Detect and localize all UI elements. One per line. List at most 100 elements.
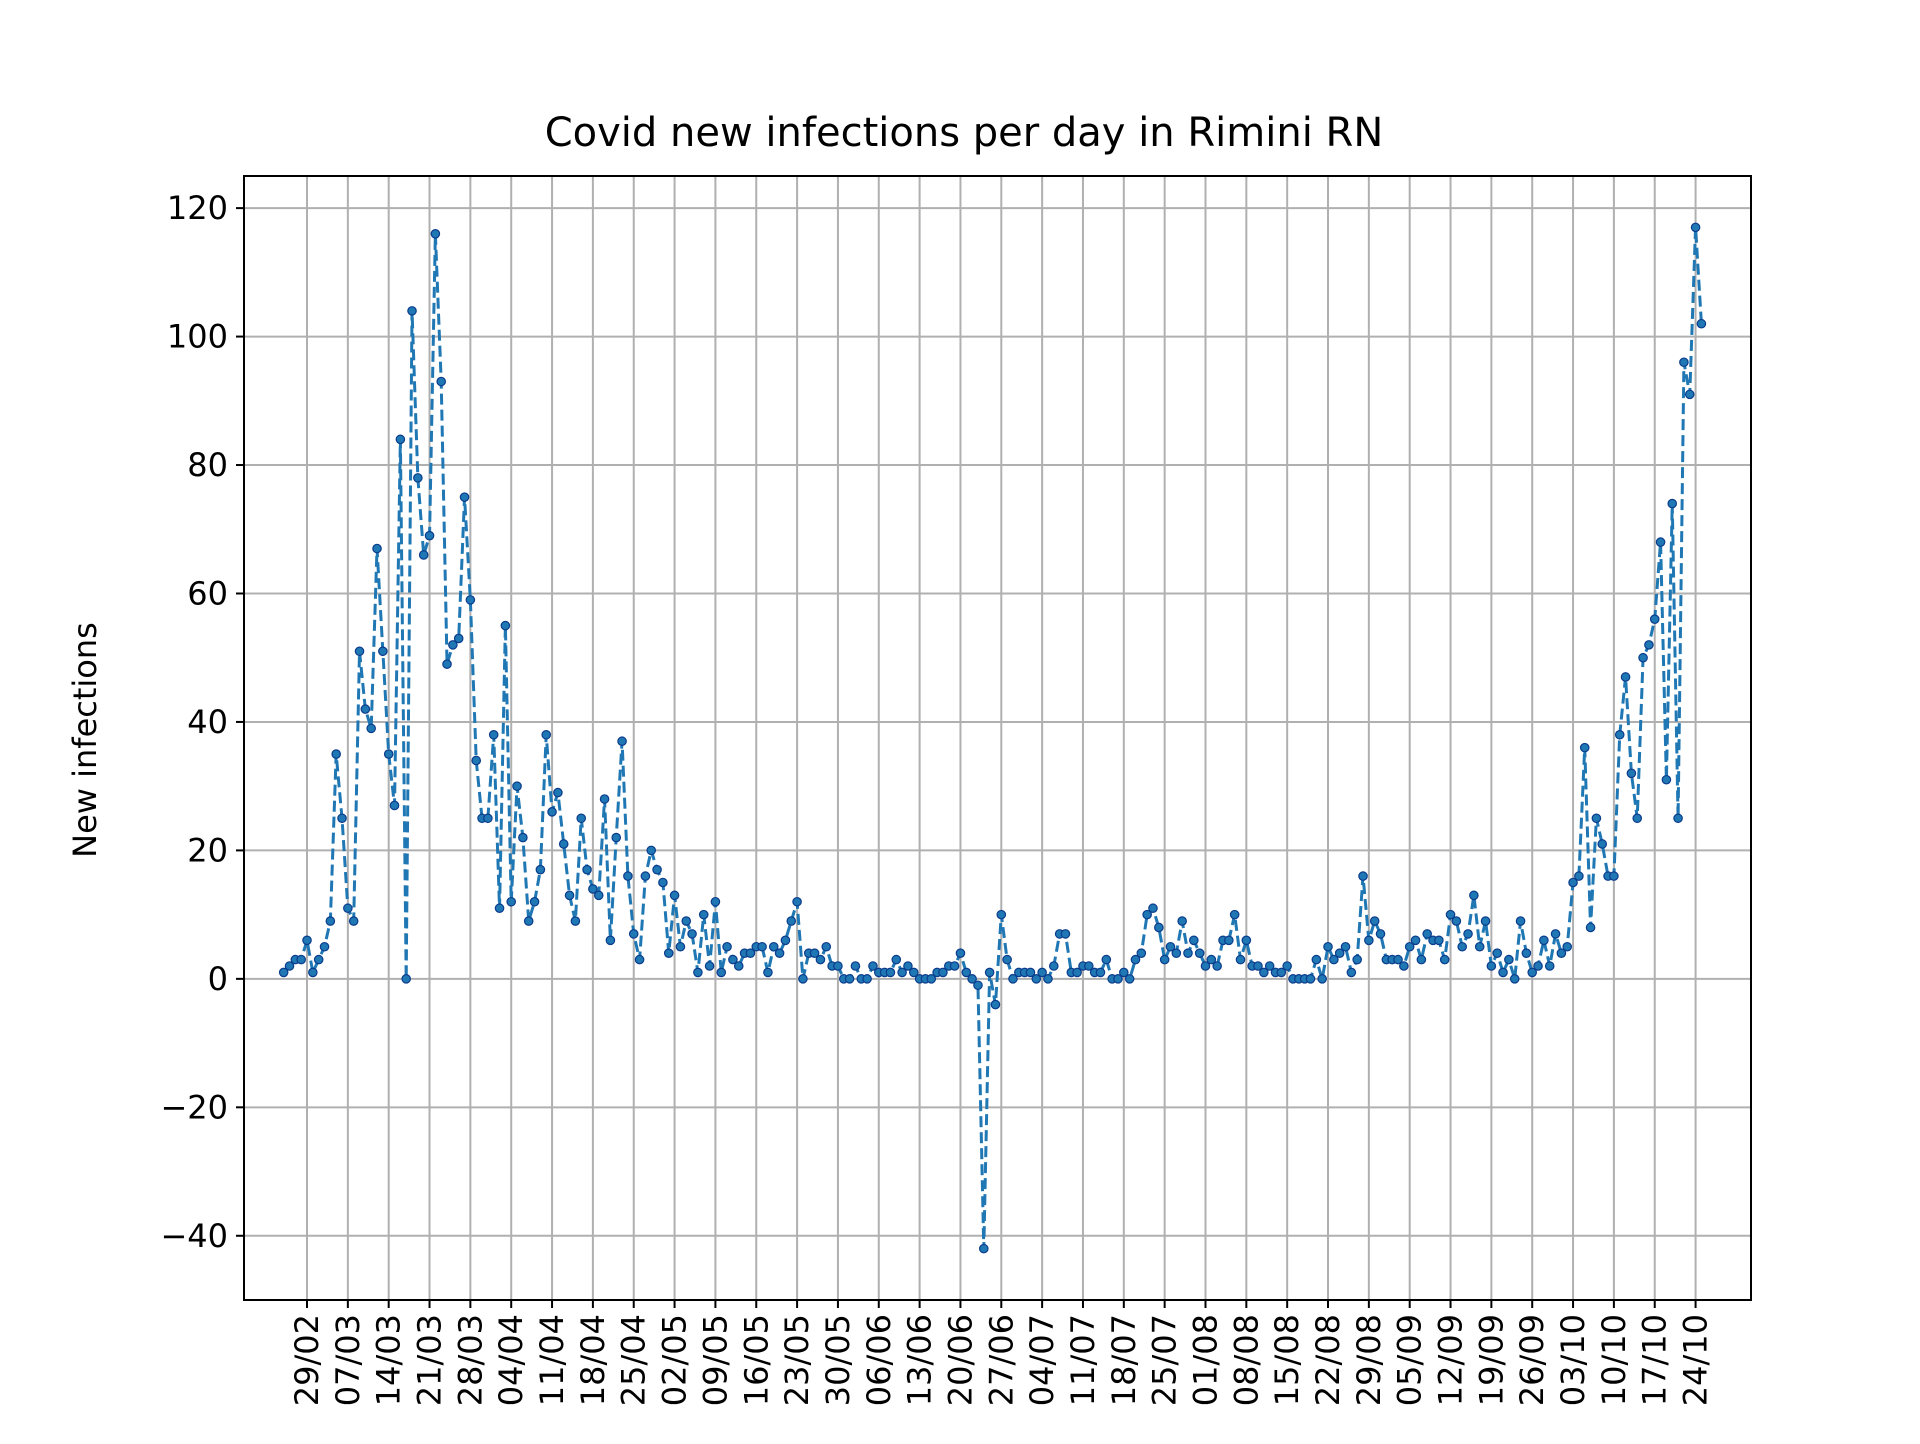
data-point xyxy=(640,871,651,881)
data-point xyxy=(611,832,622,843)
data-point xyxy=(1375,929,1386,939)
data-point xyxy=(1101,954,1112,965)
data-point xyxy=(1509,974,1520,984)
data-point xyxy=(383,749,394,759)
x-tick-label: 02/05 xyxy=(656,1314,694,1406)
data-point xyxy=(529,896,540,907)
data-point xyxy=(1031,974,1042,984)
data-point xyxy=(1690,222,1701,233)
data-point xyxy=(693,967,703,978)
data-point xyxy=(780,935,791,946)
data-point xyxy=(547,807,557,817)
data-point xyxy=(1649,614,1660,624)
data-point xyxy=(389,800,400,811)
data-point xyxy=(1229,909,1240,920)
y-tick-label: 60 xyxy=(187,574,228,612)
data-point xyxy=(768,941,779,952)
data-point xyxy=(1037,967,1047,978)
x-tick-label: 20/06 xyxy=(941,1314,979,1406)
data-point xyxy=(553,787,563,798)
data-point xyxy=(1445,909,1456,920)
data-point xyxy=(1539,935,1549,946)
chart-title: Covid new infections per day in Rimini R… xyxy=(545,110,1384,156)
data-point xyxy=(436,376,446,387)
data-point xyxy=(722,941,732,952)
data-point xyxy=(1002,954,1012,965)
data-point xyxy=(1171,948,1182,958)
y-axis: −40 −20 0 20 40 60 80 100 120 xyxy=(160,189,244,1255)
data-point xyxy=(1521,948,1532,958)
data-point xyxy=(1579,742,1590,753)
data-point xyxy=(494,903,505,914)
data-point xyxy=(541,729,552,740)
data-point xyxy=(652,864,662,875)
data-point xyxy=(1626,768,1637,779)
data-point xyxy=(588,884,598,894)
data-point xyxy=(1369,916,1380,926)
data-point xyxy=(658,877,668,888)
data-point xyxy=(903,961,913,971)
y-tick-label: 40 xyxy=(187,703,228,741)
data-point xyxy=(448,640,458,650)
data-point xyxy=(1696,318,1707,329)
x-tick-label: 10/10 xyxy=(1595,1314,1633,1406)
data-point xyxy=(1212,961,1222,971)
data-point xyxy=(763,967,773,978)
data-point xyxy=(1136,948,1147,958)
data-point xyxy=(488,729,499,740)
x-tick-label: 25/04 xyxy=(615,1314,653,1406)
x-tick-label: 19/09 xyxy=(1472,1314,1510,1406)
data-point xyxy=(786,916,797,926)
x-tick-label: 04/04 xyxy=(492,1314,530,1406)
data-point xyxy=(844,974,855,984)
data-point xyxy=(1154,922,1164,933)
data-point xyxy=(1177,916,1187,926)
data-point xyxy=(1591,813,1602,824)
data-point xyxy=(523,916,534,926)
data-point xyxy=(599,794,610,804)
y-tick-label: 20 xyxy=(187,831,228,869)
x-tick-label: 01/08 xyxy=(1186,1314,1224,1406)
data-point xyxy=(634,954,645,965)
data-point xyxy=(430,229,441,239)
data-point xyxy=(1556,948,1567,958)
data-point xyxy=(798,974,808,984)
data-point xyxy=(1614,729,1625,740)
data-point xyxy=(1661,774,1672,785)
data-point xyxy=(1434,935,1444,946)
data-point xyxy=(1655,537,1666,547)
data-point xyxy=(1148,903,1158,914)
data-point xyxy=(1632,813,1643,824)
data-point xyxy=(1544,961,1555,971)
x-tick-label: 22/08 xyxy=(1309,1314,1347,1406)
data-point xyxy=(424,530,435,541)
data-point xyxy=(698,909,709,920)
data-point xyxy=(623,871,633,881)
data-point xyxy=(558,839,569,849)
data-point xyxy=(378,646,388,657)
data-point xyxy=(990,999,1001,1010)
data-point xyxy=(354,646,365,657)
data-point xyxy=(1095,967,1106,978)
data-point xyxy=(343,903,353,914)
data-point xyxy=(1416,954,1427,965)
data-point xyxy=(1194,948,1205,958)
data-point xyxy=(1259,967,1269,978)
data-point xyxy=(1276,967,1287,978)
y-tick-label: 80 xyxy=(187,446,228,484)
data-point xyxy=(465,595,476,605)
data-point xyxy=(646,845,657,856)
data-point xyxy=(331,749,341,759)
data-point xyxy=(1241,935,1252,946)
data-point xyxy=(1183,948,1193,958)
plot-frame xyxy=(243,175,1752,1301)
data-point xyxy=(459,492,470,502)
x-tick-label: 18/04 xyxy=(574,1314,612,1406)
data-point xyxy=(1480,916,1491,926)
data-point xyxy=(1492,948,1503,958)
x-tick-label: 18/07 xyxy=(1105,1314,1143,1406)
x-tick-label: 24/10 xyxy=(1677,1314,1715,1406)
y-tick-label: −40 xyxy=(160,1217,228,1255)
